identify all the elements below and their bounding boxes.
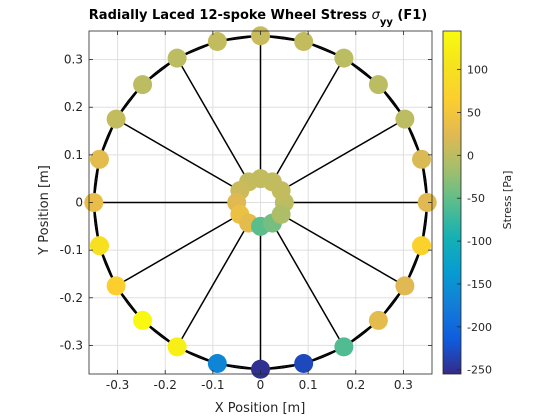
title-main: Radially Laced 12-spoke Wheel Stress xyxy=(89,8,372,23)
chart-title: Radially Laced 12-spoke Wheel Stress σyy… xyxy=(89,8,427,28)
y-tick-label: 0.3 xyxy=(64,53,83,67)
rim-node-point xyxy=(89,236,109,256)
x-tick-label: -0.2 xyxy=(154,378,177,392)
rim-node-point xyxy=(106,109,126,129)
x-tick-label: -0.1 xyxy=(201,378,224,392)
spoke-line xyxy=(115,118,241,192)
spoke-line xyxy=(115,213,241,287)
x-tick-label: 0.3 xyxy=(394,378,413,392)
rim-node-point xyxy=(167,48,187,68)
rim-node-point xyxy=(368,310,388,330)
hub-node-point xyxy=(271,204,291,224)
colorbar-tick-label: -200 xyxy=(467,321,492,334)
x-tick-label: -0.3 xyxy=(106,378,129,392)
rim-node-point xyxy=(294,354,314,374)
rim-node-point xyxy=(334,337,354,357)
y-tick-label: -0.2 xyxy=(60,291,83,305)
rim-node-point xyxy=(133,310,153,330)
rim-node-point xyxy=(412,149,432,169)
y-tick-label: 0.2 xyxy=(64,100,83,114)
spoke-line xyxy=(271,222,345,348)
spoke-line xyxy=(280,213,406,287)
spoke-line xyxy=(280,118,406,192)
colorbar-tick-label: -100 xyxy=(467,235,492,248)
x-tick-label: 0.1 xyxy=(299,378,318,392)
x-tick-label: 0.2 xyxy=(346,378,365,392)
rim-node-point xyxy=(251,359,270,379)
y-tick-label: -0.3 xyxy=(60,338,83,352)
rim-node-point xyxy=(368,75,388,95)
y-tick-label: 0 xyxy=(75,196,83,210)
y-tick-label: -0.1 xyxy=(60,243,83,257)
rim-node-point xyxy=(412,236,432,256)
spoke-line xyxy=(176,57,250,183)
rim-node-point xyxy=(417,193,437,212)
colorbar-tick-label: -150 xyxy=(467,278,492,291)
spoke-line xyxy=(271,57,345,183)
spoke-line xyxy=(176,222,250,348)
rim-node-point xyxy=(106,276,126,296)
colorbar-label: Stress [Pa] xyxy=(501,171,514,230)
y-axis-label: Y Position [m] xyxy=(37,165,52,256)
colorbar-tick-label: -50 xyxy=(467,192,485,205)
rim-node-point xyxy=(395,276,415,296)
y-tick-label: 0.1 xyxy=(64,148,83,162)
rim-node-point xyxy=(207,31,227,51)
rim-node-point xyxy=(395,109,415,129)
colorbar-tick-label: 0 xyxy=(467,149,474,162)
title-suffix: (F1) xyxy=(393,8,427,23)
x-tick-label: 0 xyxy=(257,378,265,392)
colorbar: 100 50 0 -50 -100 -150 -200 -250 Stress [Pa] xyxy=(442,30,514,377)
title-symbol: σ xyxy=(372,8,381,23)
rim-node-point xyxy=(334,48,354,68)
plot-area: -0.3 -0.2 -0.1 0 0.1 0.2 0.3 -0.3 -0.2 -0.1 0 0.1 0.… xyxy=(60,26,437,392)
title-subscript: yy xyxy=(380,17,394,28)
rim-node-point xyxy=(133,75,153,95)
rim-node-point xyxy=(294,31,314,51)
rim-node-point xyxy=(89,149,109,169)
colorbar-tick-label: 50 xyxy=(467,106,481,119)
rim-node-point xyxy=(167,337,187,357)
colorbar-tick-label: -250 xyxy=(467,364,492,377)
rim-node-point xyxy=(207,354,227,374)
colorbar-tick-label: 100 xyxy=(467,64,488,77)
rim-node-point xyxy=(84,193,104,212)
x-axis-label: X Position [m] xyxy=(215,401,306,416)
colorbar-bar xyxy=(442,30,462,375)
rim-node-point xyxy=(251,26,270,46)
